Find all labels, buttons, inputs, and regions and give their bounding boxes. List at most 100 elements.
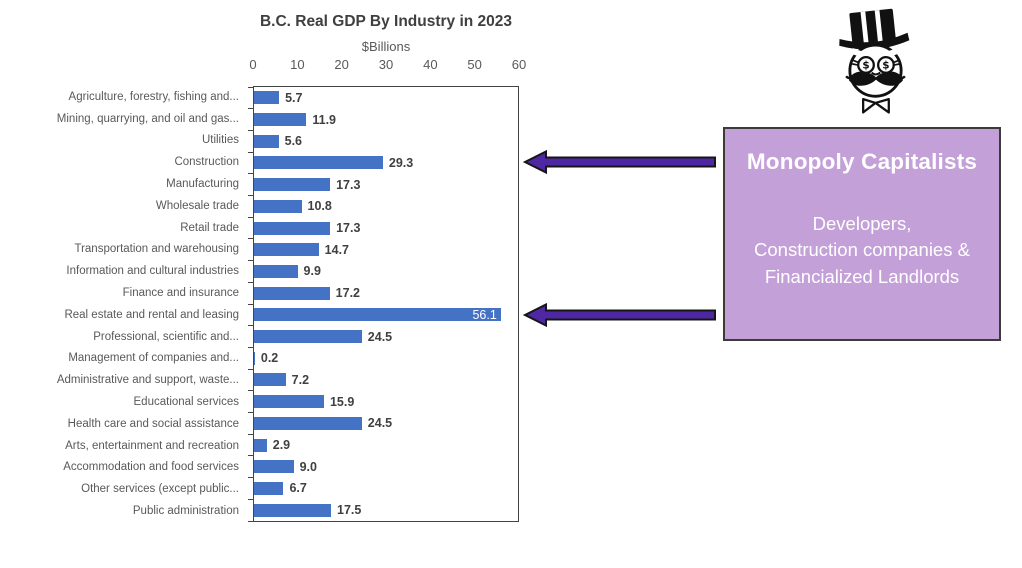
bar-row: 15.9 xyxy=(254,391,518,413)
x-axis-ticks: 0 10 20 30 40 50 60 xyxy=(249,57,526,73)
category-tickmark xyxy=(248,151,253,153)
annotation-line: Developers, xyxy=(812,213,912,234)
bar-value-label: 17.3 xyxy=(336,221,361,236)
bar xyxy=(254,264,298,278)
x-tick-label: 10 xyxy=(290,57,305,72)
bar-row: 17.2 xyxy=(254,282,518,304)
bar xyxy=(254,460,294,474)
bar-value-label: 9.9 xyxy=(303,264,321,279)
bar xyxy=(254,438,267,452)
category-tickmark xyxy=(248,390,253,392)
svg-text:$: $ xyxy=(882,60,889,72)
annotation-title: Monopoly Capitalists xyxy=(746,149,978,174)
bar xyxy=(254,221,331,235)
monopoly-man-icon: $ $ xyxy=(839,8,910,114)
category-label: Health care and social assistance xyxy=(67,417,239,430)
category-tickmark xyxy=(248,86,253,88)
bar xyxy=(254,416,362,430)
bar-row: 9.0 xyxy=(254,456,518,478)
category-label: Management of companies and... xyxy=(68,352,239,365)
category-label: Finance and insurance xyxy=(122,287,239,300)
bar-value-label: 17.5 xyxy=(337,503,362,518)
bar-row: 24.5 xyxy=(254,413,518,435)
bar-value-label: 24.5 xyxy=(367,329,393,344)
chart-title: B.C. Real GDP By Industry in 2023 xyxy=(259,13,513,30)
bar-row: 29.3 xyxy=(254,152,518,174)
bar xyxy=(254,113,307,127)
bar-value-label: 15.9 xyxy=(329,394,355,409)
bar-value-label: 2.9 xyxy=(272,438,291,453)
bar xyxy=(254,156,383,170)
arrow-shape xyxy=(522,302,716,328)
bar-value-label: 14.7 xyxy=(324,242,350,257)
bar-value-label: 24.5 xyxy=(367,416,393,431)
bar xyxy=(254,373,286,387)
annotation-box: Monopoly Capitalists Developers, Constru… xyxy=(723,127,1001,341)
arrow-shape xyxy=(522,149,716,175)
category-label: Arts, entertainment and recreation xyxy=(65,439,239,452)
bar xyxy=(254,199,302,213)
bar xyxy=(254,481,284,495)
bar-value-label: 17.2 xyxy=(335,286,361,301)
bar xyxy=(254,395,324,409)
bar-row: 17.3 xyxy=(254,217,518,239)
category-tickmark xyxy=(248,477,253,479)
x-tick-label: 60 xyxy=(511,57,527,72)
category-tickmark xyxy=(248,173,253,175)
bar-row: 6.7 xyxy=(254,478,518,500)
x-tick-label: 40 xyxy=(423,57,438,72)
bar-value-label: 9.0 xyxy=(299,459,317,474)
category-tickmark xyxy=(248,455,253,457)
category-tickmark xyxy=(248,108,253,110)
bar xyxy=(254,243,319,257)
category-tickmark xyxy=(248,498,253,500)
category-tickmark xyxy=(248,520,253,522)
bar-row: 0.2 xyxy=(254,347,518,369)
bar-value-label: 0.2 xyxy=(260,351,279,366)
category-label: Professional, scientific and... xyxy=(93,330,239,343)
bar-row: 17.3 xyxy=(254,174,518,196)
annotation-body: Developers, Construction companies & Fin… xyxy=(725,211,999,290)
bar-row: 2.9 xyxy=(254,434,518,456)
x-tick-label: 50 xyxy=(467,57,482,72)
bar-value-label: 6.7 xyxy=(289,481,307,496)
arrow-to-real-estate-bar xyxy=(522,302,716,328)
category-label: Mining, quarrying, and oil and gas... xyxy=(56,112,239,125)
bar-row: 56.1 xyxy=(254,304,518,326)
category-tickmark xyxy=(248,216,253,218)
bar xyxy=(254,178,331,192)
annotation-line: Construction companies & xyxy=(754,239,970,261)
category-label: Transportation and warehousing xyxy=(74,243,239,256)
category-label: Retail trade xyxy=(180,221,239,234)
category-tickmark xyxy=(248,281,253,283)
category-tickmark xyxy=(248,433,253,435)
bar-value-label: 17.3 xyxy=(336,177,361,192)
bar-row: 5.6 xyxy=(254,130,518,152)
bar-row: 5.7 xyxy=(254,87,518,109)
category-tickmark xyxy=(248,303,253,305)
category-tickmark xyxy=(248,195,253,196)
x-axis-title: $Billions xyxy=(361,39,411,54)
category-label: Manufacturing xyxy=(166,178,239,191)
category-tickmark xyxy=(248,238,253,240)
bar xyxy=(254,134,279,148)
bar xyxy=(254,91,280,105)
bar-row: 11.9 xyxy=(254,109,518,131)
x-tick-label: 0 xyxy=(249,57,257,72)
bar xyxy=(254,351,255,365)
bar-row: 10.8 xyxy=(254,196,518,218)
category-label: Administrative and support, waste... xyxy=(56,374,239,387)
annotation-line: Financialized Landlords xyxy=(764,265,960,287)
category-tickmark xyxy=(248,129,253,131)
plot-area: 5.7 11.9 5.6 29.3 17.3 10.8 17.3 14.7 9.9 17.2 56.… xyxy=(248,86,519,522)
category-label: Utilities xyxy=(201,134,239,147)
bar xyxy=(254,330,362,344)
bar-row: 9.9 xyxy=(254,261,518,283)
category-axis: Agriculture, forestry, fishing and... Min… xyxy=(0,86,245,522)
category-tickmark xyxy=(248,346,253,348)
category-label: Construction xyxy=(174,156,239,169)
bar-row: 7.2 xyxy=(254,369,518,391)
category-label: Public administration xyxy=(132,505,239,518)
x-tick-label: 30 xyxy=(378,57,394,72)
